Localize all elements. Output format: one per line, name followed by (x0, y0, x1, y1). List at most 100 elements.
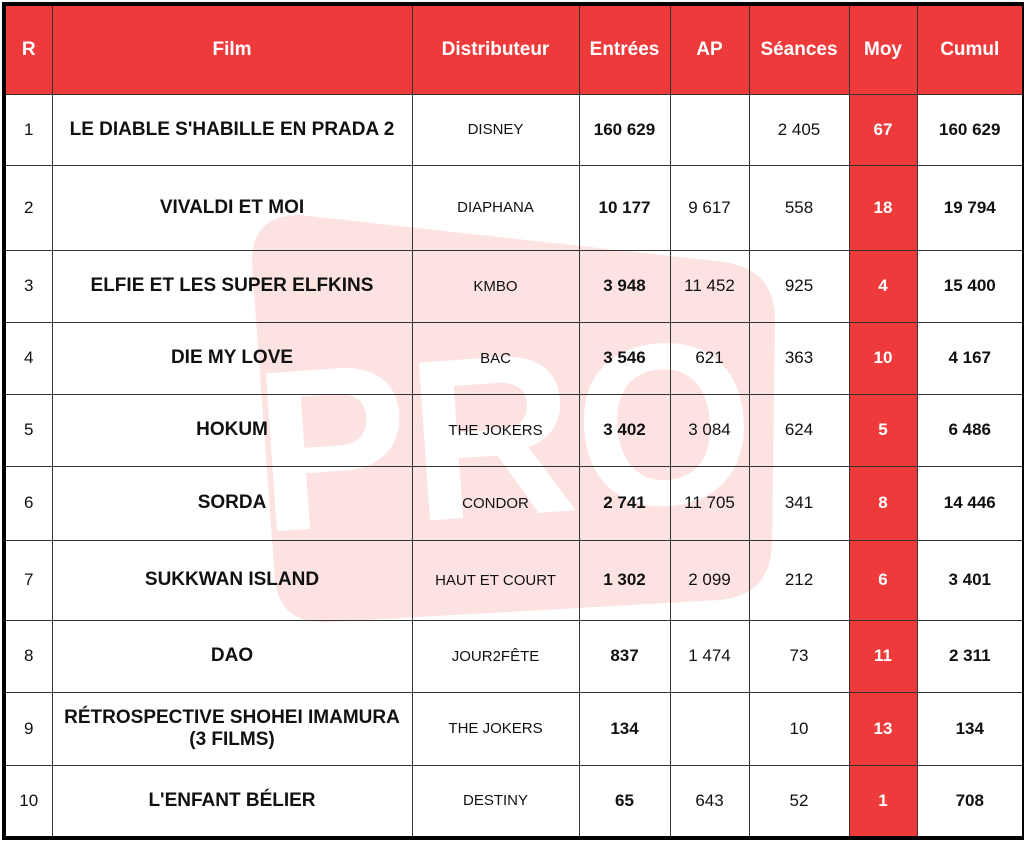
cell-film: ELFIE ET LES SUPER ELFKINS (51, 249, 413, 323)
cell-cumul: 14 446 (916, 465, 1024, 541)
cell-distributor: KMBO (411, 249, 580, 323)
cell-film: LE DIABLE S'HABILLE EN PRADA 2 (51, 93, 413, 166)
cell-entrees: 134 (578, 691, 671, 766)
cell-distributor: BAC (411, 321, 580, 395)
cell-cumul: 15 400 (916, 249, 1024, 323)
cell-seances: 73 (748, 619, 850, 693)
cell-film: SORDA (51, 465, 413, 541)
cell-distributor: THE JOKERS (411, 393, 580, 467)
cell-rank: 6 (3, 465, 53, 541)
table-row: 6 SORDA CONDOR 2 741 11 705 341 8 14 446 (3, 465, 1024, 541)
cell-cumul: 160 629 (916, 93, 1024, 166)
cell-distributor: HAUT ET COURT (411, 539, 580, 621)
cell-ap: 9 617 (669, 164, 750, 251)
cell-cumul: 708 (916, 764, 1024, 839)
cell-rank: 2 (3, 164, 53, 251)
cell-film: DAO (51, 619, 413, 693)
cell-ap: 11 452 (669, 249, 750, 323)
table-row: 7 SUKKWAN ISLAND HAUT ET COURT 1 302 2 099 21… (3, 539, 1024, 621)
cell-ap (669, 691, 750, 766)
cell-cumul: 134 (916, 691, 1024, 766)
cell-entrees: 3 948 (578, 249, 671, 323)
cell-seances: 341 (748, 465, 850, 541)
cell-distributor: DISNEY (411, 93, 580, 166)
column-header: Moy (848, 3, 918, 95)
cell-seances: 925 (748, 249, 850, 323)
cell-cumul: 19 794 (916, 164, 1024, 251)
cell-moy: 13 (848, 691, 918, 766)
cell-ap (669, 93, 750, 166)
cell-moy: 6 (848, 539, 918, 621)
cell-entrees: 65 (578, 764, 671, 839)
cell-moy: 8 (848, 465, 918, 541)
column-header: Film (51, 3, 413, 95)
cell-seances: 558 (748, 164, 850, 251)
cell-film: VIVALDI ET MOI (51, 164, 413, 251)
header-row: R Film Distributeur Entrées AP Séances Moy Cumu… (3, 3, 1024, 95)
cell-entrees: 3 546 (578, 321, 671, 395)
cell-entrees: 2 741 (578, 465, 671, 541)
cell-moy: 18 (848, 164, 918, 251)
cell-distributor: CONDOR (411, 465, 580, 541)
cell-rank: 9 (3, 691, 53, 766)
cell-cumul: 6 486 (916, 393, 1024, 467)
table-row: 10 L'ENFANT BÉLIER DESTINY 65 643 52 1 708 (3, 764, 1024, 839)
cell-ap: 1 474 (669, 619, 750, 693)
cell-film: DIE MY LOVE (51, 321, 413, 395)
cell-rank: 7 (3, 539, 53, 621)
cell-cumul: 2 311 (916, 619, 1024, 693)
cell-ap: 11 705 (669, 465, 750, 541)
cell-distributor: DIAPHANA (411, 164, 580, 251)
cell-rank: 5 (3, 393, 53, 467)
cell-film: HOKUM (51, 393, 413, 467)
cell-ap: 643 (669, 764, 750, 839)
cell-moy: 1 (848, 764, 918, 839)
cell-rank: 4 (3, 321, 53, 395)
cell-rank: 3 (3, 249, 53, 323)
cell-seances: 363 (748, 321, 850, 395)
cell-film: RÉTROSPECTIVE SHOHEI IMAMURA (3 FILMS) (51, 691, 413, 766)
cell-seances: 2 405 (748, 93, 850, 166)
cell-film: SUKKWAN ISLAND (51, 539, 413, 621)
column-header: Cumul (916, 3, 1024, 95)
cell-seances: 10 (748, 691, 850, 766)
cell-rank: 8 (3, 619, 53, 693)
cell-moy: 67 (848, 93, 918, 166)
cell-distributor: DESTINY (411, 764, 580, 839)
cell-seances: 212 (748, 539, 850, 621)
table-row: 5 HOKUM THE JOKERS 3 402 3 084 624 5 6 486 (3, 393, 1024, 467)
table-row: 1 LE DIABLE S'HABILLE EN PRADA 2 DISNEY 160… (3, 93, 1024, 166)
cell-entrees: 10 177 (578, 164, 671, 251)
column-header: R (3, 3, 53, 95)
table-row: 3 ELFIE ET LES SUPER ELFKINS KMBO 3 948 11 4… (3, 249, 1024, 323)
table-row: 9 RÉTROSPECTIVE SHOHEI IMAMURA (3 FILMS) T… (3, 691, 1024, 766)
table-row: 2 VIVALDI ET MOI DIAPHANA 10 177 9 617 558 18 1… (3, 164, 1024, 251)
cell-film: L'ENFANT BÉLIER (51, 764, 413, 839)
cell-rank: 1 (3, 93, 53, 166)
cell-moy: 11 (848, 619, 918, 693)
cell-distributor: JOUR2FÊTE (411, 619, 580, 693)
cell-ap: 2 099 (669, 539, 750, 621)
cell-entrees: 3 402 (578, 393, 671, 467)
cell-cumul: 4 167 (916, 321, 1024, 395)
cell-moy: 10 (848, 321, 918, 395)
cell-entrees: 160 629 (578, 93, 671, 166)
cell-moy: 4 (848, 249, 918, 323)
cell-rank: 10 (3, 764, 53, 839)
table-row: 8 DAO JOUR2FÊTE 837 1 474 73 11 2 311 (3, 619, 1024, 693)
cell-seances: 52 (748, 764, 850, 839)
table-row: 4 DIE MY LOVE BAC 3 546 621 363 10 4 167 (3, 321, 1024, 395)
column-header: Séances (748, 3, 850, 95)
column-header: Distributeur (411, 3, 580, 95)
column-header: Entrées (578, 3, 671, 95)
column-header: AP (669, 3, 750, 95)
cell-distributor: THE JOKERS (411, 691, 580, 766)
cell-entrees: 1 302 (578, 539, 671, 621)
cell-moy: 5 (848, 393, 918, 467)
cell-ap: 621 (669, 321, 750, 395)
cell-entrees: 837 (578, 619, 671, 693)
cell-ap: 3 084 (669, 393, 750, 467)
cell-seances: 624 (748, 393, 850, 467)
